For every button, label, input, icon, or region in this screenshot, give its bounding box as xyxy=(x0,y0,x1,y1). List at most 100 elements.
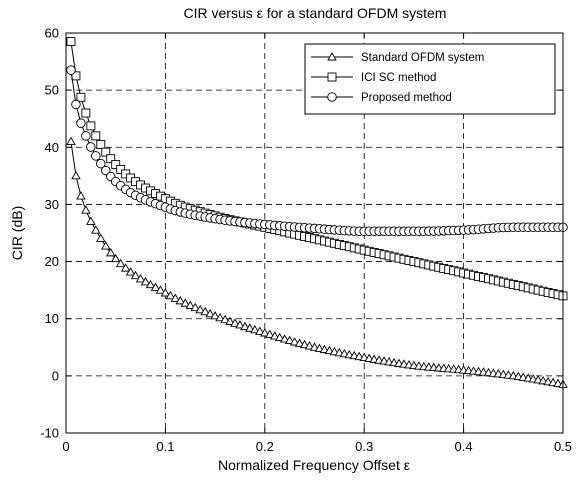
data-point xyxy=(76,92,86,102)
data-point xyxy=(220,314,230,324)
data-point xyxy=(116,164,126,174)
data-point xyxy=(81,131,91,141)
data-point xyxy=(205,308,215,318)
data-point xyxy=(240,321,250,331)
data-point xyxy=(76,118,86,128)
plot-frame xyxy=(65,32,564,434)
series-circle xyxy=(66,65,568,237)
data-point xyxy=(190,302,200,312)
data-point xyxy=(120,263,131,272)
data-point xyxy=(230,318,240,327)
legend-label: Standard OFDM system xyxy=(361,52,484,64)
data-point xyxy=(170,293,181,302)
y-axis-label: CIR (dB) xyxy=(9,206,25,260)
data-point xyxy=(150,282,161,291)
legend-marker xyxy=(327,52,337,61)
x-tick-label: 0.4 xyxy=(455,439,473,454)
series-triangle xyxy=(66,136,568,388)
data-point xyxy=(91,151,101,161)
data-point xyxy=(294,338,305,347)
data-point xyxy=(324,345,335,355)
data-point xyxy=(314,343,325,352)
legend-marker xyxy=(327,72,337,82)
data-point xyxy=(125,267,136,276)
data-point xyxy=(100,241,111,250)
data-point xyxy=(101,165,111,176)
data-point xyxy=(130,270,141,280)
x-tick-label: 0.1 xyxy=(156,439,174,454)
data-point xyxy=(304,341,315,350)
data-point xyxy=(135,273,146,283)
data-point xyxy=(260,328,270,337)
legend-box xyxy=(304,43,556,115)
x-tick-label: 0 xyxy=(62,439,69,454)
data-point xyxy=(105,247,116,257)
legend-marker xyxy=(327,92,337,102)
legend: Standard OFDM system ICI SC method Propose… xyxy=(304,43,556,115)
data-point xyxy=(96,140,106,150)
data-point xyxy=(96,233,106,242)
data-point xyxy=(71,170,81,180)
data-point xyxy=(250,324,260,334)
data-point xyxy=(329,346,340,356)
data-point xyxy=(309,342,320,351)
data-point xyxy=(111,159,121,169)
data-point xyxy=(81,205,91,214)
data-point xyxy=(255,326,265,335)
y-tick-label: 0 xyxy=(52,368,59,383)
y-tick-label: -10 xyxy=(40,426,59,441)
data-point xyxy=(264,329,275,339)
data-point xyxy=(66,136,76,146)
data-point xyxy=(279,334,290,343)
data-point xyxy=(200,306,210,316)
data-point xyxy=(115,258,126,268)
y-tick-label: 10 xyxy=(45,311,59,326)
data-point xyxy=(91,131,101,141)
data-point xyxy=(339,348,350,358)
data-point xyxy=(86,121,96,131)
data-point xyxy=(235,320,245,329)
x-tick-label: 0.2 xyxy=(256,439,274,454)
data-point xyxy=(81,108,91,118)
data-point xyxy=(66,37,76,47)
legend-label: ICI SC method xyxy=(361,72,436,84)
series-layer xyxy=(66,37,568,388)
legend-entry: Proposed method xyxy=(311,92,452,104)
data-point xyxy=(215,312,225,322)
data-point xyxy=(299,339,310,349)
data-point xyxy=(274,332,285,342)
data-point xyxy=(269,331,280,340)
data-point xyxy=(96,158,106,169)
data-point xyxy=(86,142,96,152)
data-point xyxy=(225,316,235,325)
data-point xyxy=(180,298,191,307)
data-point xyxy=(319,344,330,354)
data-point xyxy=(284,335,295,345)
y-tick-label: 30 xyxy=(45,197,59,212)
y-tick-label: 50 xyxy=(45,83,59,98)
data-point xyxy=(175,295,186,305)
legend-label: Proposed method xyxy=(361,92,452,104)
data-point xyxy=(76,191,86,200)
data-point xyxy=(66,65,76,75)
data-point xyxy=(334,347,345,357)
chart-title: CIR versus ε for a standard OFDM system xyxy=(184,5,447,21)
data-point xyxy=(160,288,171,297)
data-point xyxy=(91,225,101,234)
data-point xyxy=(155,285,166,294)
y-tick-label: 40 xyxy=(45,140,59,155)
data-point xyxy=(110,253,121,263)
x-axis-label: Normalized Frequency Offset ε xyxy=(218,457,410,473)
data-point xyxy=(195,304,205,314)
y-tick-label: 20 xyxy=(45,254,59,269)
legend-entry: ICI SC method xyxy=(311,72,436,84)
legend-entry: Standard OFDM system xyxy=(311,52,484,64)
data-point xyxy=(106,154,116,164)
data-point xyxy=(140,276,151,286)
data-point xyxy=(86,216,96,225)
data-point xyxy=(185,300,196,309)
data-point xyxy=(245,323,255,332)
data-point xyxy=(101,147,111,157)
